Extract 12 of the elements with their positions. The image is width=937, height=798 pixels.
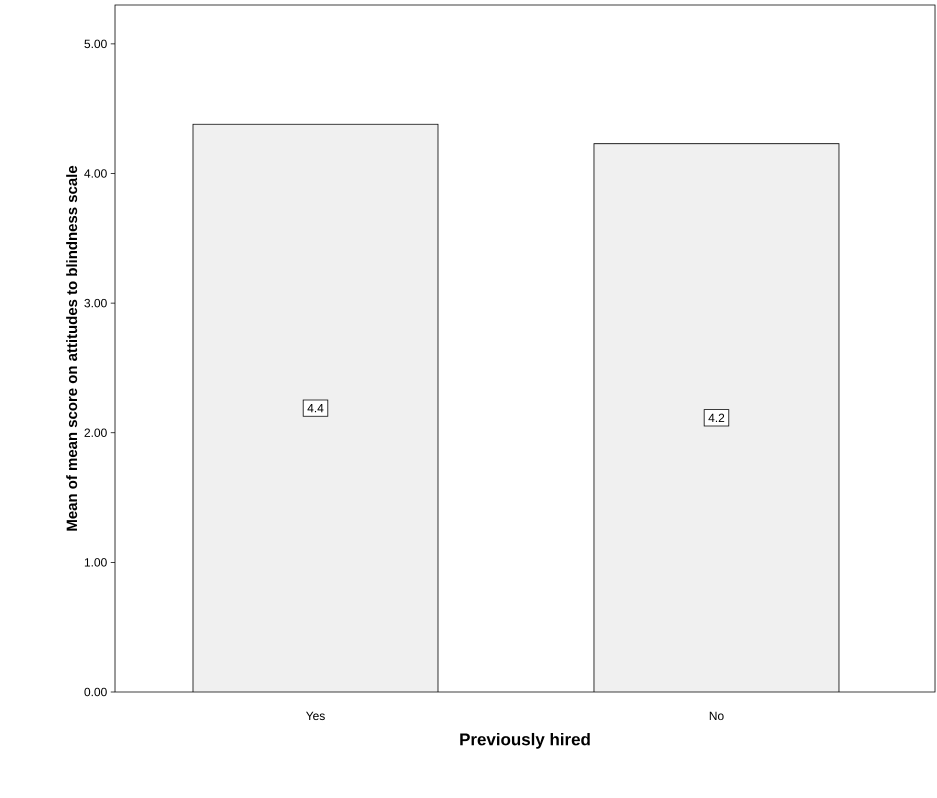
- y-tick-label: 2.00: [84, 428, 107, 437]
- x-tick-label: Yes: [306, 712, 325, 720]
- y-tick-label: 5.00: [84, 40, 107, 48]
- data-label: 4.4: [307, 404, 324, 412]
- y-tick-label: 0.00: [84, 688, 107, 696]
- y-tick-label: 1.00: [84, 558, 107, 567]
- y-axis-title: Mean of mean score on attitudes to blindness scale: [66, 166, 78, 531]
- y-tick-label: 3.00: [84, 298, 107, 308]
- x-tick-label: No: [710, 712, 724, 720]
- data-label: 4.2: [708, 414, 724, 422]
- x-axis-title: Previously hired: [460, 732, 590, 749]
- y-tick-label: 4.00: [84, 169, 107, 178]
